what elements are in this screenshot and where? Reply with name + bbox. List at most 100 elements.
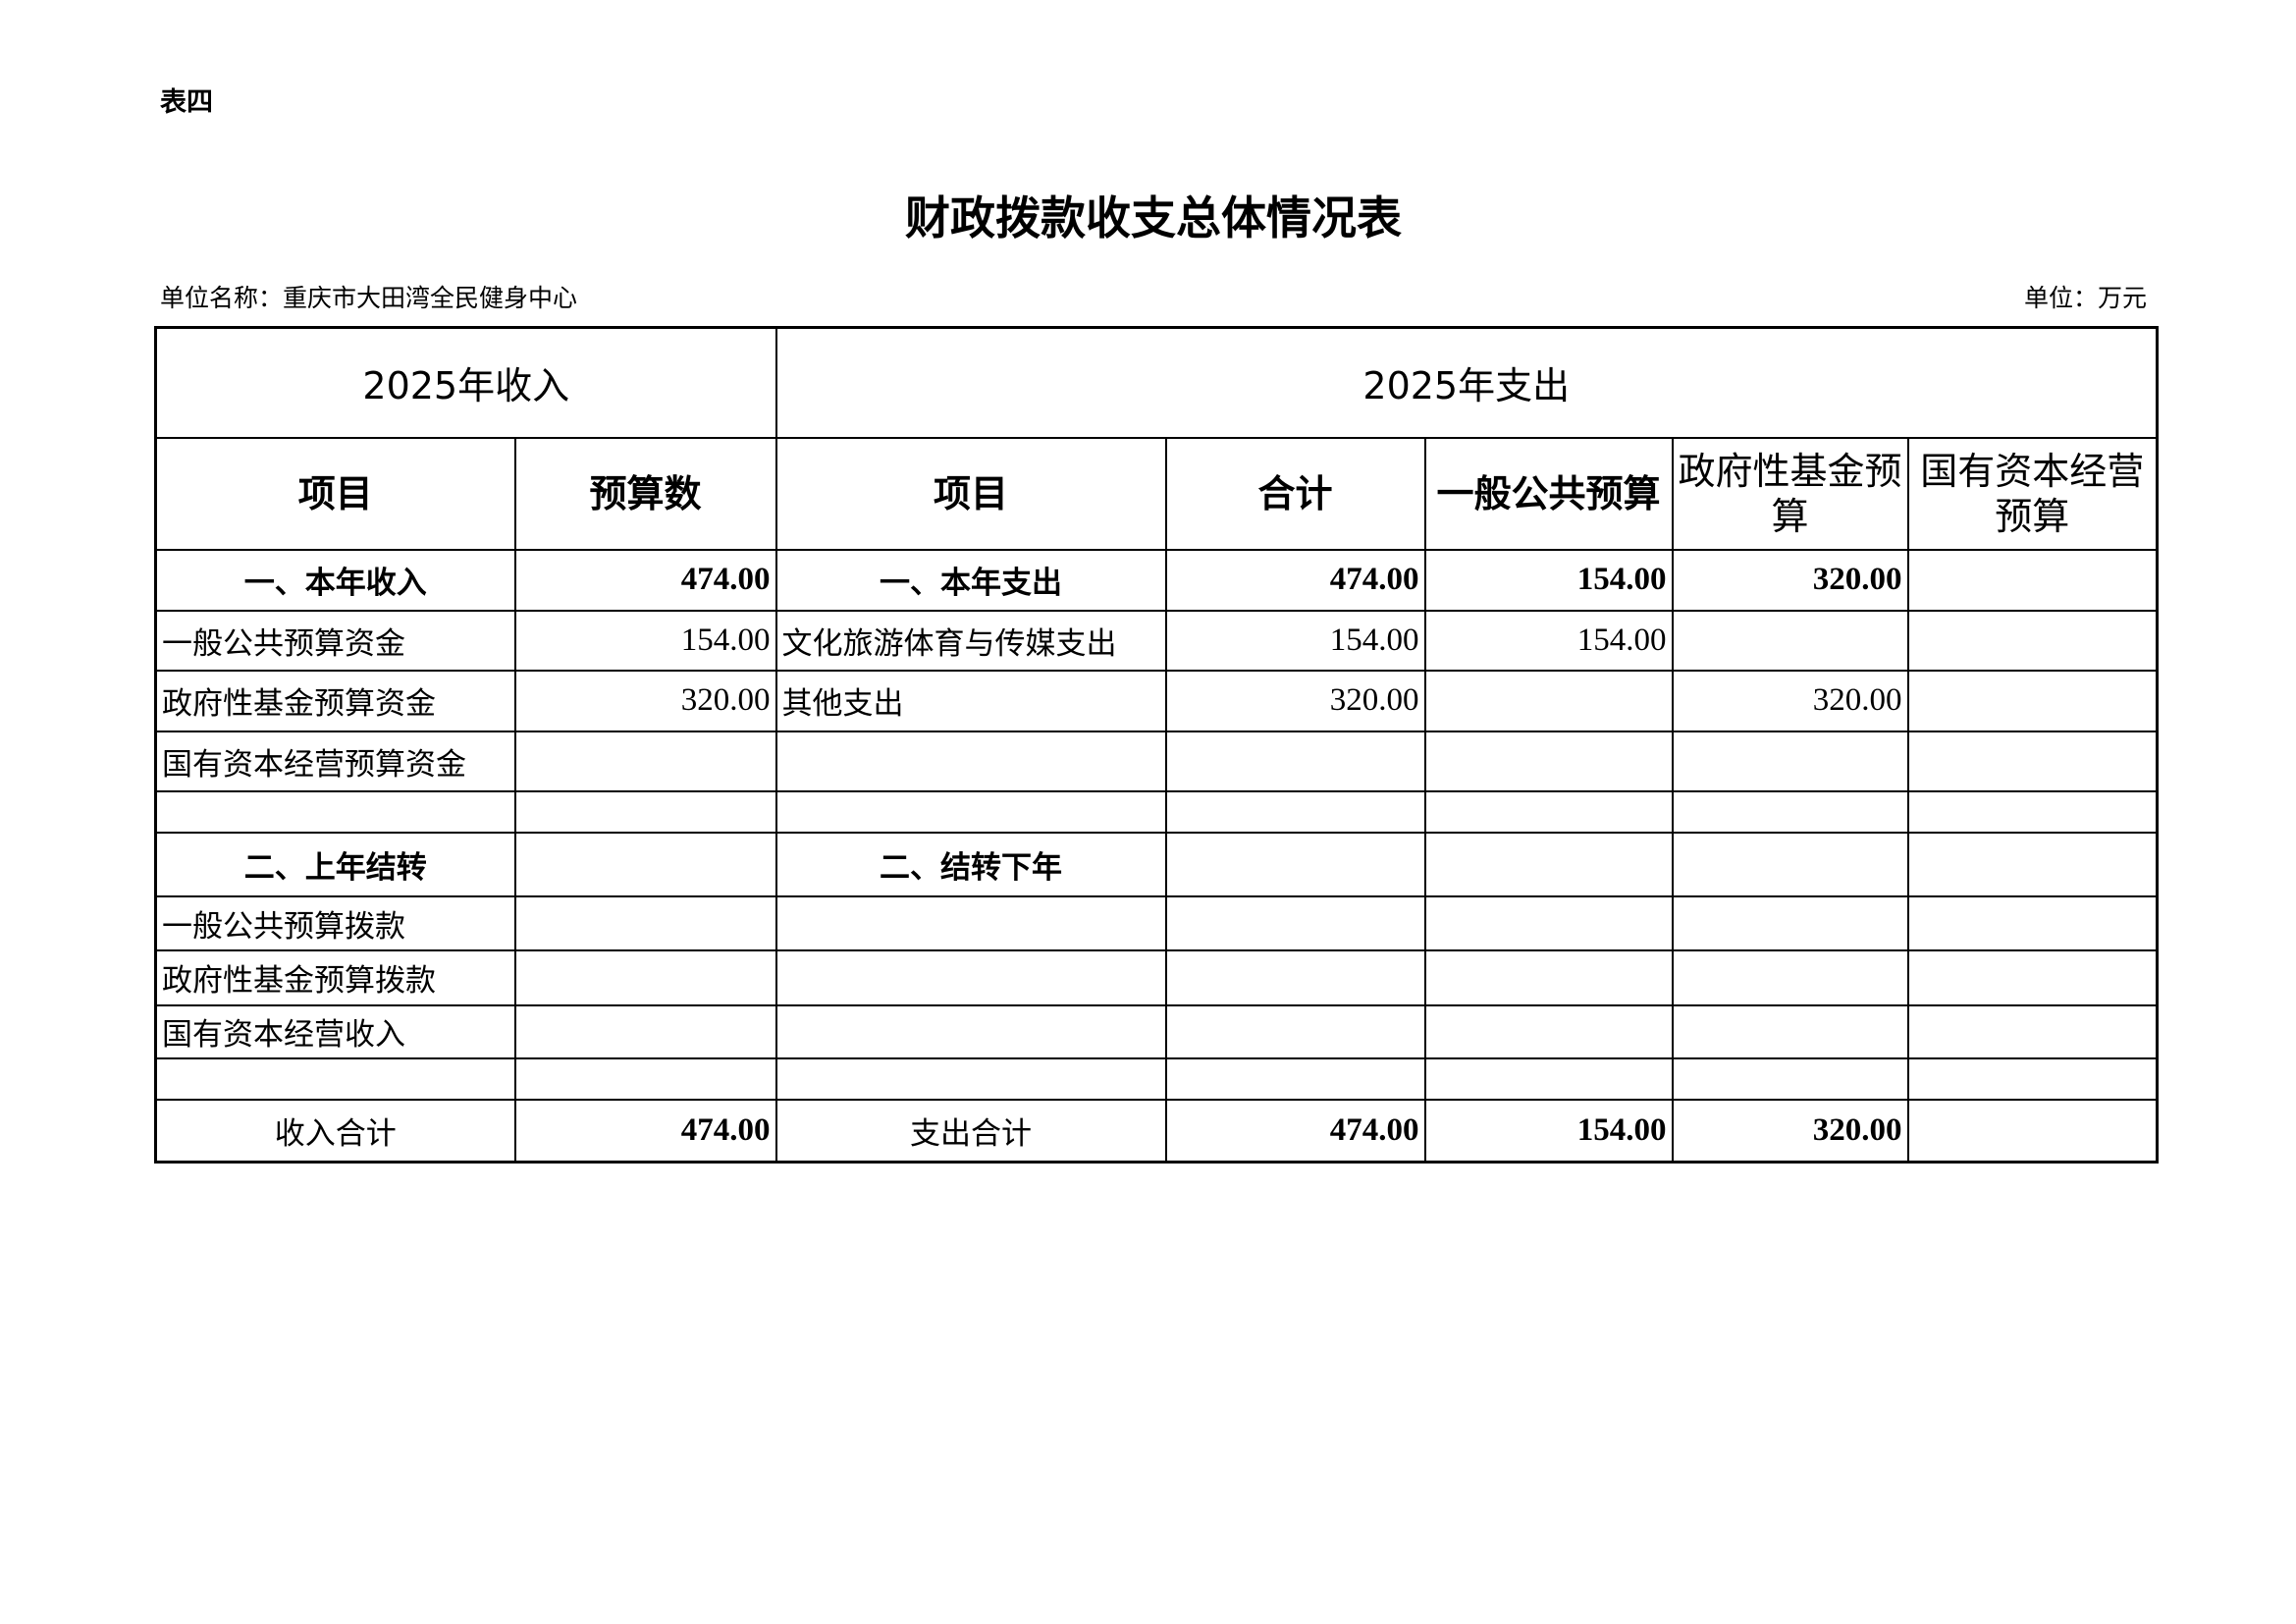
- table-cell: [1164, 948, 1426, 1006]
- table-cell: [1164, 730, 1426, 792]
- table-cell: 国有资本经营预算资金: [154, 730, 516, 792]
- table-cell: [1906, 609, 2159, 672]
- table-cell: 一、本年收入: [154, 548, 516, 612]
- table-cell: [1671, 1056, 1909, 1101]
- table-cell: [1671, 730, 1909, 792]
- table-cell: [513, 730, 777, 792]
- table-row: 政府性基金预算资金 320.00 其他支出 320.00 320.00: [154, 669, 2159, 732]
- table-cell: 政府性基金预算资金: [154, 669, 516, 732]
- table-cell: [1906, 789, 2159, 834]
- table-cell: 154.00: [1164, 609, 1426, 672]
- column-header: 预算数: [513, 436, 777, 551]
- table-cell: [1671, 609, 1909, 672]
- table-cell: 收入合计: [154, 1098, 516, 1164]
- table-cell: 154.00: [1423, 548, 1674, 612]
- table-cell: [774, 894, 1167, 951]
- table-cell: 320.00: [513, 669, 777, 732]
- table-cell: 二、上年结转: [154, 831, 516, 897]
- page-title: 财政拨款收支总体情况表: [905, 191, 1402, 244]
- income-header: 2025年收入: [154, 326, 777, 439]
- table-cell: [1423, 789, 1674, 834]
- table-row: 一般公共预算资金 154.00 文化旅游体育与传媒支出 154.00 154.00: [154, 609, 2159, 672]
- table-cell: 政府性基金预算拨款: [154, 948, 516, 1006]
- budget-table: 2025年收入 2025年支出 项目 预算数 项目 合计 一般公共预算 政府性基金预算 国有…: [154, 326, 2159, 1164]
- table-cell: [1906, 1056, 2159, 1101]
- table-cell: [513, 1056, 777, 1101]
- table-cell: [1906, 1098, 2159, 1164]
- table-cell: 474.00: [513, 548, 777, 612]
- table-cell: 国有资本经营收入: [154, 1003, 516, 1059]
- table-cell: [1906, 948, 2159, 1006]
- table-cell: [774, 789, 1167, 834]
- table-cell: [1671, 789, 1909, 834]
- table-row: 二、上年结转 二、结转下年: [154, 831, 2159, 897]
- table-cell: [774, 1056, 1167, 1101]
- unit-name: 单位名称：重庆市大田湾全民健身中心: [160, 284, 578, 312]
- table-row: 收入合计 474.00 支出合计 474.00 154.00 320.00: [154, 1098, 2159, 1164]
- table-cell: [1671, 831, 1909, 897]
- table-cell: 文化旅游体育与传媒支出: [774, 609, 1167, 672]
- column-header: 项目: [774, 436, 1167, 551]
- table-row: 一、本年收入 474.00 一、本年支出 474.00 154.00 320.00: [154, 548, 2159, 612]
- table-cell: [1164, 831, 1426, 897]
- column-header: 一般公共预算: [1423, 436, 1674, 551]
- table-cell: [1906, 730, 2159, 792]
- table-cell: [1671, 894, 1909, 951]
- table-cell: 474.00: [513, 1098, 777, 1164]
- column-header: 合计: [1164, 436, 1426, 551]
- table-cell: [1906, 831, 2159, 897]
- table-cell: [1423, 894, 1674, 951]
- table-cell: [1164, 1056, 1426, 1101]
- table-cell: 其他支出: [774, 669, 1167, 732]
- table-row: 一般公共预算拨款: [154, 894, 2159, 951]
- expense-header: 2025年支出: [774, 326, 2159, 439]
- table-cell: 一般公共预算拨款: [154, 894, 516, 951]
- table-cell: [1423, 1056, 1674, 1101]
- table-cell: 320.00: [1671, 548, 1909, 612]
- table-cell: 支出合计: [774, 1098, 1167, 1164]
- table-cell: [774, 730, 1167, 792]
- table-cell: 154.00: [1423, 609, 1674, 672]
- table-cell: [513, 948, 777, 1006]
- table-cell: [1906, 894, 2159, 951]
- table-cell: [1423, 669, 1674, 732]
- column-header: 政府性基金预算: [1671, 436, 1909, 551]
- table-cell: [774, 1003, 1167, 1059]
- table-cell: [1671, 948, 1909, 1006]
- table-cell: [1906, 1003, 2159, 1059]
- table-cell: [1906, 669, 2159, 732]
- table-cell: [774, 948, 1167, 1006]
- table-cell: 320.00: [1164, 669, 1426, 732]
- table-cell: [513, 789, 777, 834]
- table-cell: [1164, 1003, 1426, 1059]
- table-cell: 二、结转下年: [774, 831, 1167, 897]
- table-number: 表四: [160, 87, 213, 118]
- table-cell: 一、本年支出: [774, 548, 1167, 612]
- table-cell: [154, 789, 516, 834]
- column-header: 项目: [154, 436, 516, 551]
- table-cell: [1164, 789, 1426, 834]
- table-row: [154, 789, 2159, 834]
- table-cell: [1423, 730, 1674, 792]
- table-cell: 一般公共预算资金: [154, 609, 516, 672]
- unit-label: 单位：万元: [2023, 284, 2147, 312]
- table-cell: [513, 894, 777, 951]
- table-cell: [1164, 894, 1426, 951]
- table-row: 国有资本经营收入: [154, 1003, 2159, 1059]
- table-row: 政府性基金预算拨款: [154, 948, 2159, 1006]
- table-cell: 474.00: [1164, 548, 1426, 612]
- table-cell: 474.00: [1164, 1098, 1426, 1164]
- table-cell: 154.00: [1423, 1098, 1674, 1164]
- table-cell: [513, 831, 777, 897]
- table-row: [154, 1056, 2159, 1101]
- column-header: 国有资本经营预算: [1906, 436, 2159, 551]
- table-cell: 154.00: [513, 609, 777, 672]
- table-cell: [1423, 1003, 1674, 1059]
- table-cell: 320.00: [1671, 1098, 1909, 1164]
- table-cell: [1906, 548, 2159, 612]
- table-cell: [1423, 948, 1674, 1006]
- table-cell: [154, 1056, 516, 1101]
- table-cell: [513, 1003, 777, 1059]
- table-row: 国有资本经营预算资金: [154, 730, 2159, 792]
- table-cell: [1423, 831, 1674, 897]
